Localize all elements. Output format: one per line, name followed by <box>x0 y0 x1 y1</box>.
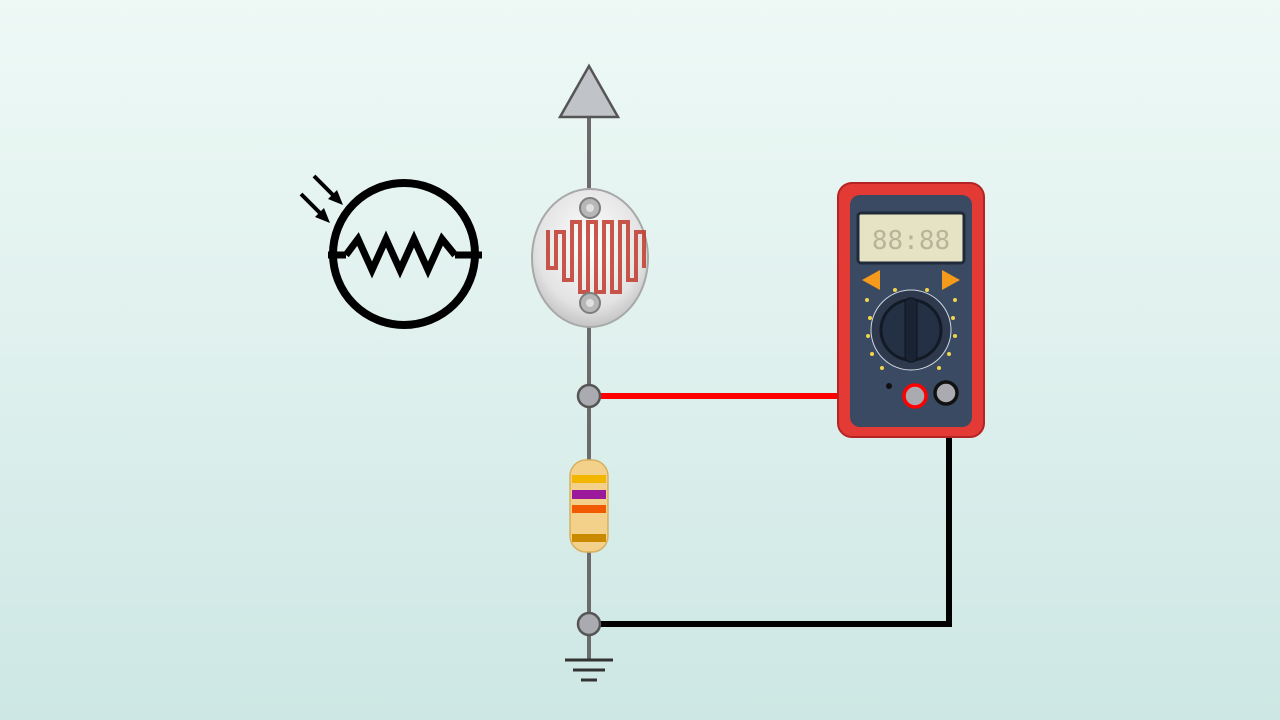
resistor-icon <box>569 459 609 553</box>
multimeter-icon: 88:88 <box>837 182 985 438</box>
multimeter-red-jack[interactable] <box>902 383 928 409</box>
ground-node <box>576 611 602 637</box>
ground-icon <box>565 658 613 682</box>
multimeter-black-jack[interactable] <box>933 380 959 406</box>
vcc-arrow-icon <box>557 63 621 119</box>
photoresistor-symbol-icon <box>299 174 482 329</box>
photoresistor-icon <box>531 188 649 328</box>
multimeter-display: 88:88 <box>872 226 950 256</box>
divider-midpoint-node <box>576 383 602 409</box>
black-probe-wire <box>600 404 952 627</box>
